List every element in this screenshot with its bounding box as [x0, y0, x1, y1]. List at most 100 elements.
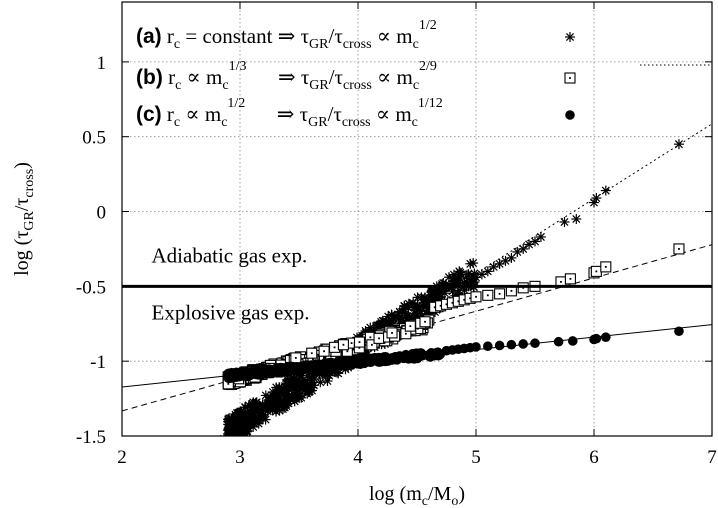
data-point-c: [506, 339, 517, 350]
x-tick-label: 5: [471, 447, 481, 468]
data-point-b: [673, 243, 685, 255]
legend-marker-b: [564, 72, 576, 84]
data-point-a: [571, 214, 582, 224]
axis-ticks: 2 3 4 5 6 7 -1.5 -1 -0.5 0 0.5 1: [76, 2, 717, 468]
dense-point-a: [223, 439, 233, 449]
x-tick-label: 7: [707, 447, 717, 468]
legend-entry-a: (a) rc = constant ⇒ τGR/τcross ∝ mc1/2: [136, 18, 437, 52]
dense-point-c: [398, 351, 409, 362]
dense-point-a: [381, 316, 392, 327]
fit-line-b: [122, 244, 712, 412]
dense-point-a: [251, 397, 262, 408]
dense-point-c: [252, 368, 262, 378]
data-point-a: [559, 216, 570, 227]
dense-point-c: [336, 358, 347, 369]
grid: [122, 2, 712, 436]
data-point-a: [530, 236, 540, 247]
legend: (a) rc = constant ⇒ τGR/τcross ∝ mc1/2 (b…: [136, 18, 712, 130]
plot-area: [122, 123, 712, 449]
data-point-b: [564, 273, 576, 285]
data-point-b: [600, 261, 612, 273]
data-point-a: [591, 193, 602, 204]
data-point-a: [600, 185, 611, 196]
dense-point-a: [263, 403, 274, 414]
dense-point-c: [414, 351, 425, 362]
x-tick-label: 6: [589, 447, 599, 468]
dense-point-c: [224, 373, 235, 383]
dense-point-a: [276, 384, 287, 395]
y-tick-label: 0.5: [82, 128, 106, 149]
data-point-a: [673, 139, 684, 150]
legend-entry-b: (b) rc ∝ mc1/3 ⇒ τGR/τcross ∝ mc2/9: [136, 59, 437, 93]
data-point-a: [482, 266, 493, 277]
dense-point-c: [243, 368, 253, 378]
dense-point-a: [253, 406, 264, 417]
dense-point-a: [247, 410, 258, 421]
dense-point-a: [260, 414, 271, 425]
data-point-c: [483, 341, 493, 352]
dense-point-a: [315, 377, 326, 388]
dense-point-c: [383, 354, 393, 365]
data-point-c: [567, 336, 578, 346]
dense-point-b: [373, 332, 385, 344]
dense-point-b: [318, 345, 330, 357]
data-point-a: [535, 231, 546, 242]
dense-point-a: [228, 435, 230, 436]
legend-entry-c: (c) rc ∝ mc1/2 ⇒ τGR/τcross ∝ mc1/12: [136, 96, 443, 130]
dense-point-a: [399, 300, 410, 311]
data-point-c: [471, 342, 481, 352]
data-point-c: [674, 326, 684, 337]
data-point-c: [494, 340, 505, 351]
y-axis-label: log (τGR/τcross): [11, 162, 37, 276]
data-point-b: [470, 291, 482, 303]
data-points: [429, 139, 685, 356]
dense-point-a: [242, 426, 253, 436]
dense-point-b: [404, 320, 416, 332]
dense-point-clouds: [222, 258, 480, 449]
dense-point-c: [300, 362, 311, 372]
dense-point-a: [227, 435, 229, 436]
plot-frame: [121, 1, 713, 437]
dense-point-a: [294, 391, 305, 402]
dense-point-b: [419, 316, 431, 328]
dense-point-b: [337, 339, 349, 351]
legend-marker-a: [565, 32, 575, 42]
dense-point-c: [291, 362, 302, 372]
data-point-c: [530, 338, 540, 349]
dense-point-b: [306, 347, 318, 359]
x-axis-label: log (mc/Mo): [369, 483, 465, 508]
dense-point-b: [386, 327, 398, 339]
dense-point-a: [320, 370, 331, 381]
data-point-a: [518, 243, 529, 254]
data-point-b: [482, 289, 494, 301]
dense-point-b: [290, 352, 302, 364]
dense-point-a: [276, 399, 287, 410]
dense-point-c: [264, 364, 274, 374]
dense-point-c: [282, 367, 293, 377]
y-tick-label: 0: [97, 203, 107, 224]
x-tick-label: 4: [353, 447, 363, 468]
data-point-b: [590, 265, 602, 277]
dense-point-a: [274, 391, 285, 402]
x-tick-label: 2: [117, 447, 127, 468]
dense-point-a: [226, 418, 237, 429]
dense-point-c: [426, 348, 437, 358]
data-point-b: [494, 288, 506, 300]
dense-point-a: [236, 414, 247, 425]
dense-point-a: [223, 438, 233, 448]
dense-point-c: [353, 355, 364, 366]
dense-point-c: [310, 360, 320, 371]
y-tick-label: 1: [97, 53, 107, 74]
dense-point-a: [410, 302, 421, 313]
dense-point-a: [284, 393, 295, 404]
dense-point-a: [227, 436, 237, 446]
dense-point-a: [462, 269, 473, 280]
data-point-c: [591, 333, 602, 344]
y-tick-label: -0.5: [76, 277, 106, 298]
data-point-c: [601, 332, 611, 343]
x-tick-label: 3: [235, 447, 245, 468]
legend-marker-c: [565, 110, 575, 120]
dense-point-a: [421, 294, 432, 305]
dense-point-b: [353, 336, 366, 348]
